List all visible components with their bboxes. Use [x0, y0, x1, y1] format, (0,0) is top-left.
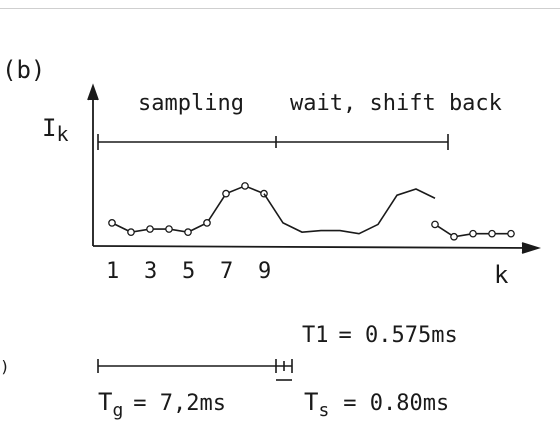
chart-axes	[87, 83, 542, 254]
x-tick-label: 5	[182, 259, 195, 284]
x-tick-label: 3	[144, 259, 157, 284]
plot-series	[108, 182, 515, 241]
data-point	[469, 229, 477, 238]
left-edge-fragment: )	[0, 357, 10, 376]
data-point	[507, 229, 515, 238]
ts-label: Ts = 0.80ms	[304, 388, 449, 421]
tg-duration-bar	[97, 359, 293, 373]
series-3	[431, 220, 515, 241]
top-divider	[0, 8, 560, 9]
data-point	[450, 232, 458, 241]
t1-label: T1 = 0.575ms	[302, 323, 458, 348]
data-point	[431, 220, 439, 229]
x-axis-label: k	[494, 261, 509, 289]
panel-label: (b)	[2, 56, 45, 84]
y-axis-arrow	[87, 83, 99, 101]
data-point	[146, 225, 154, 233]
data-point	[222, 189, 230, 198]
phase-span-bars	[97, 134, 449, 150]
data-point	[241, 182, 249, 190]
data-point	[203, 219, 211, 227]
data-point	[165, 225, 173, 233]
data-point	[488, 229, 496, 238]
tg-label: Tg = 7,2ms	[98, 388, 226, 421]
wait-phase-label: wait, shift back	[290, 91, 502, 116]
x-axis-arrow	[521, 242, 542, 254]
data-point	[127, 228, 135, 236]
x-tick-label: 1	[106, 259, 119, 284]
y-axis-label: Ik	[42, 114, 69, 146]
x-tick-label: 9	[258, 259, 271, 284]
x-tick-label: 7	[220, 259, 233, 284]
series-1	[108, 182, 268, 236]
series-2	[263, 188, 436, 235]
series-2-line	[263, 188, 436, 235]
data-point	[184, 228, 192, 236]
x-axis	[92, 245, 537, 249]
series-1-line	[111, 185, 265, 233]
data-point	[108, 219, 116, 227]
sampling-phase-label: sampling	[138, 91, 244, 116]
